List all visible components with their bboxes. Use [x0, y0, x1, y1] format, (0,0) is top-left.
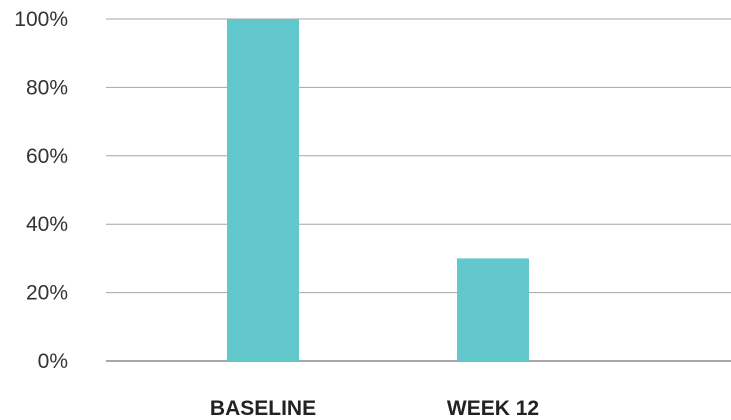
bar-week-12	[457, 258, 529, 361]
x-category-label: BASELINE	[210, 397, 316, 420]
y-tick-label: 80%	[26, 76, 68, 99]
y-tick-label: 20%	[26, 282, 68, 305]
y-tick-label: 40%	[26, 213, 68, 236]
x-category-label: WEEK 12	[447, 397, 539, 420]
y-tick-label: 60%	[26, 145, 68, 168]
bar-baseline	[227, 19, 299, 361]
y-tick-label: 0%	[38, 350, 68, 373]
gridlines	[106, 18, 731, 362]
bars	[227, 19, 529, 361]
x-axis-category-labels: BASELINE WEEK 12	[210, 397, 539, 420]
y-axis-tick-labels: 0% 20% 40% 60% 80% 100%	[14, 8, 68, 373]
y-tick-label: 100%	[14, 8, 68, 31]
